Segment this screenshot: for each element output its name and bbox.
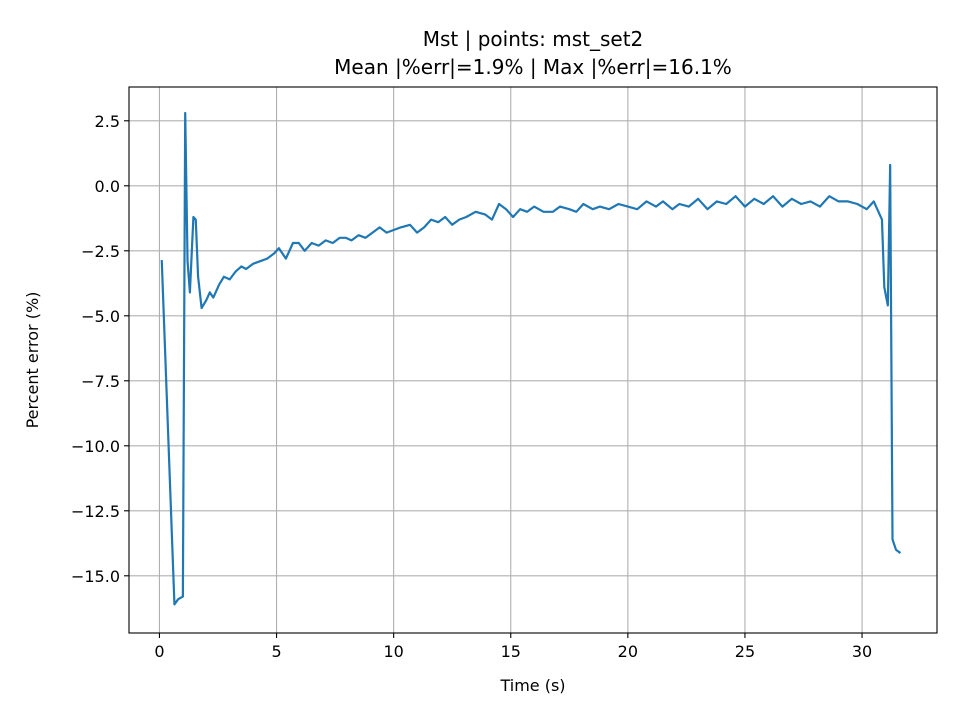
x-tick-label: 5 (271, 642, 281, 661)
y-tick-label: −7.5 (81, 372, 120, 391)
chart-subtitle: Mean |%err|=1.9% | Max |%err|=16.1% (334, 55, 732, 79)
x-tick-label: 30 (852, 642, 872, 661)
y-tick-label: 2.5 (95, 112, 120, 131)
chart-title: Mst | points: mst_set2 (423, 27, 644, 51)
x-tick-label: 10 (383, 642, 403, 661)
series-line (160, 111, 902, 606)
y-axis: 2.5 0.0 −2.5 −5.0 −7.5 −10.0 −12.5 −15.0 (71, 112, 129, 586)
series-layer (160, 111, 902, 606)
x-tick-label: 20 (618, 642, 638, 661)
x-axis: 0 5 10 15 20 25 30 (154, 633, 872, 661)
y-tick-label: 0.0 (95, 177, 120, 196)
x-axis-label: Time (s) (499, 676, 565, 695)
x-tick-label: 15 (501, 642, 521, 661)
y-axis-label: Percent error (%) (23, 292, 42, 429)
y-tick-label: −5.0 (81, 307, 120, 326)
y-tick-label: −10.0 (71, 437, 120, 456)
y-tick-label: −12.5 (71, 502, 120, 521)
grid (129, 87, 937, 633)
y-tick-label: −15.0 (71, 567, 120, 586)
x-tick-label: 0 (154, 642, 164, 661)
x-tick-label: 25 (735, 642, 755, 661)
y-tick-label: −2.5 (81, 242, 120, 261)
plot-frame (128, 86, 938, 634)
